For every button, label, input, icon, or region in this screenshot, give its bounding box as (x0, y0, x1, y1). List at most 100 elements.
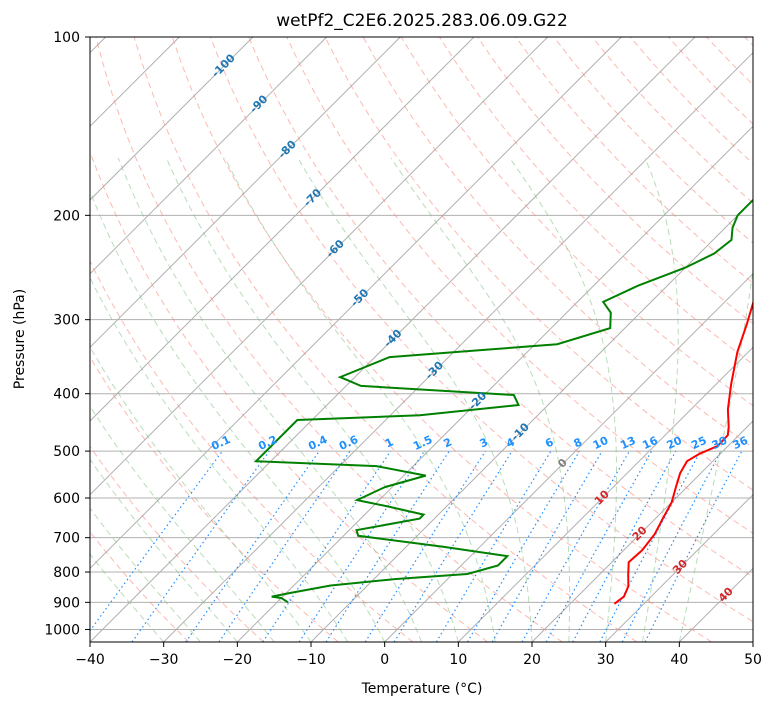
mixing-ratio-line (90, 450, 223, 632)
mixing-ratio-label: 16 (640, 434, 660, 452)
plot-frame (89, 36, 754, 643)
dry-adiabat-line (95, 37, 563, 642)
moist-adiabat-line (90, 507, 201, 642)
dry-adiabat-line (90, 531, 190, 642)
moist-adiabat-line (642, 157, 679, 642)
y-tick-label: 300 (53, 313, 80, 329)
y-tick-label: 500 (53, 444, 80, 460)
x-tick-label: 50 (744, 652, 762, 668)
mixing-ratio-line (298, 450, 425, 642)
mixing-ratio-label: 10 (591, 434, 611, 452)
moist-adiabat-line (90, 276, 349, 642)
mixing-ratio-label: 0.4 (306, 433, 329, 453)
mixing-ratio-line (466, 450, 580, 642)
mixing-ratio-line (521, 450, 631, 642)
isotherm-line (678, 567, 753, 642)
isotherm-line (752, 641, 753, 642)
dry-adiabat-line (515, 37, 753, 284)
y-axis-label: Pressure (hPa) (12, 289, 28, 389)
isotherm-line (90, 37, 549, 496)
y-tick-label: 200 (53, 208, 80, 224)
x-tick-label: 10 (449, 652, 467, 668)
x-tick-label: 30 (597, 652, 615, 668)
y-tick-label: 900 (53, 595, 80, 611)
dry-adiabat-line (90, 445, 264, 642)
mixing-ratio-line (572, 450, 677, 642)
dry-adiabat-line (438, 37, 753, 366)
isotherm-line (531, 420, 753, 642)
isotherm-line (236, 125, 753, 642)
dry-adiabat-line (210, 37, 753, 623)
mixing-ratio-line (364, 450, 486, 642)
background-grid (90, 37, 753, 642)
y-tick-label: 700 (53, 531, 80, 547)
isotherm-line (90, 37, 475, 422)
mixing-ratio-label: 20 (665, 434, 685, 452)
dry-adiabat-line (133, 37, 638, 642)
isotherm-line (90, 37, 401, 349)
x-tick-label: 40 (670, 652, 688, 668)
mixing-ratio-label: 36 (731, 434, 751, 452)
x-tick-label: 20 (523, 652, 541, 668)
isotherm-line (90, 37, 622, 570)
y-tick-label: 100 (53, 30, 80, 46)
x-tick-label: −10 (296, 652, 326, 668)
y-tick-label: 400 (53, 387, 80, 403)
mixing-ratio-line (218, 450, 351, 642)
dry-adiabat-line (90, 259, 414, 642)
y-tick-label: 1000 (44, 622, 80, 638)
moist-adiabat-line (678, 265, 753, 642)
mixing-ratio-label: 13 (618, 434, 637, 452)
mixing-ratio-line (185, 450, 320, 642)
dry-adiabat-label: 10 (592, 487, 612, 507)
dry-adiabat-line (324, 37, 753, 491)
x-tick-label: 0 (380, 652, 389, 668)
moist-adiabat-line (509, 157, 617, 642)
dry-adiabat-line (171, 37, 712, 642)
x-tick-label: −30 (149, 652, 179, 668)
moist-adiabat-line (90, 189, 386, 642)
dry-adiabat-line (591, 37, 753, 204)
mixing-ratio-line (644, 450, 743, 642)
x-axis-ticks: −40 −30 −20 −10 0 10 20 30 40 50 (75, 642, 762, 668)
mixing-ratio-line (435, 450, 552, 642)
mixing-ratio-label: 0.2 (256, 433, 279, 453)
mixing-ratio-line (131, 450, 270, 642)
isotherm-line (384, 272, 753, 642)
isotherm-line (90, 37, 328, 275)
mixing-ratio-label: 30 (710, 434, 730, 452)
moist-adiabat-line (117, 157, 422, 642)
mixing-ratio-label: 1 (383, 435, 395, 450)
dry-adiabat-line (90, 150, 488, 642)
moist-adiabat-line (90, 553, 165, 642)
moist-adiabat-line (90, 458, 238, 642)
y-tick-label: 800 (53, 565, 80, 581)
mixing-ratio-line (262, 450, 392, 642)
dry-adiabat-line (286, 37, 753, 534)
chart-title: wetPf2_C2E6.2025.283.06.09.G22 (276, 11, 568, 31)
isotherm-line (457, 346, 753, 642)
moist-adiabat-line (297, 157, 533, 642)
isotherm-line (163, 51, 753, 642)
x-tick-label: −40 (75, 652, 105, 668)
dewpoint-profile-line (253, 198, 753, 604)
dry-adiabat-line (744, 37, 753, 47)
mixing-ratio-line (325, 450, 450, 642)
mixing-ratio-line (599, 450, 702, 642)
dry-adiabat-label: -50 (348, 286, 371, 309)
mixing-ratio-line (393, 450, 513, 642)
mixing-ratio-label: 25 (689, 434, 708, 452)
isotherm-line (605, 493, 753, 642)
y-tick-label: 600 (53, 491, 80, 507)
moist-adiabat-line (390, 157, 571, 642)
x-axis-label: Temperature (°C) (361, 681, 483, 697)
y-axis-ticks: 100 200 300 400 500 600 700 800 900 1000 (44, 30, 90, 638)
dry-adiabat-line (248, 37, 753, 578)
moist-adiabat-line (165, 157, 459, 642)
mixing-ratio-label: 8 (572, 435, 584, 450)
dry-adiabat-line (668, 37, 753, 125)
moist-adiabat-line (90, 345, 312, 642)
temperature-profile-line (613, 299, 753, 605)
dry-adiabat-label: -30 (423, 359, 446, 382)
